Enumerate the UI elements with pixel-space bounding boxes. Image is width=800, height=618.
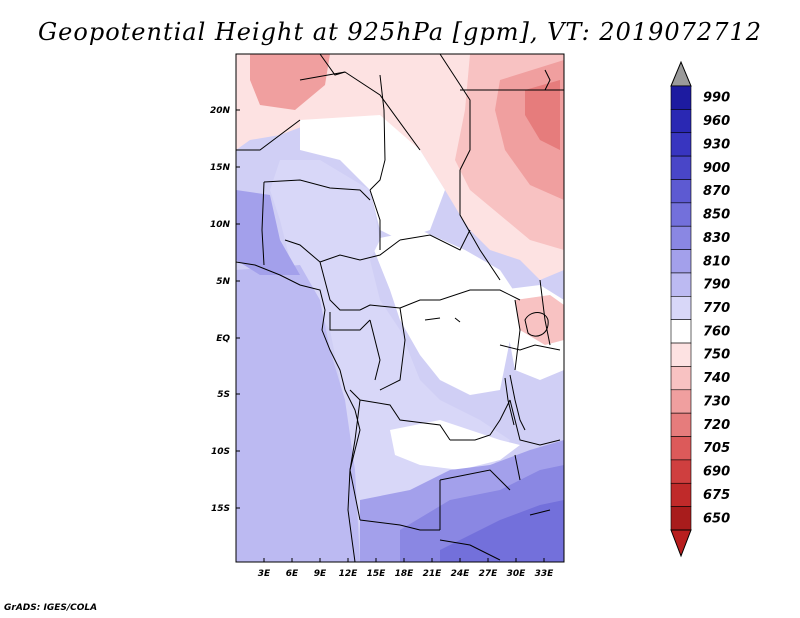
colorbar-label: 730 [703, 394, 730, 409]
lon-label: 18E [395, 569, 415, 579]
colorbar-swatch [670, 506, 692, 531]
colorbar-label: 720 [703, 418, 730, 433]
colorbar-label: 830 [703, 231, 730, 246]
field-region-southeast-870 [440, 500, 564, 562]
lat-axis: 20N 15N 10N 5N EQ 5S 10S 15S [210, 106, 231, 514]
lat-label: 15N [210, 163, 231, 173]
map-frame [235, 53, 565, 563]
lon-label: 33E [535, 569, 555, 579]
colorbar-swatch [670, 389, 692, 414]
colorbar-swatch [670, 459, 692, 484]
colorbar-swatch [670, 296, 692, 320]
colorbar-label: 750 [703, 348, 730, 363]
colorbar-swatch [670, 249, 692, 274]
coastline [235, 261, 361, 563]
map-title: Geopotential Height at 925hPa [gpm], VT:… [38, 18, 762, 46]
colorbar: 990 960 930 900 870 850 830 810 790 770 760 750 740 7… [670, 60, 730, 558]
colorbar-label: 810 [703, 254, 730, 269]
lat-label: 15S [211, 504, 230, 514]
lat-ticks [236, 109, 240, 509]
field-region-ethiopia-720 [525, 80, 560, 150]
lat-label: 5N [216, 277, 230, 287]
field-region-congo-white [370, 230, 520, 395]
colorbar-swatch [670, 155, 692, 180]
lat-label: 5S [217, 390, 230, 400]
colorbar-label: 705 [703, 441, 730, 456]
map-panel [235, 53, 565, 563]
colorbar-label: 870 [703, 184, 730, 199]
field-region-gulf-810 [236, 190, 300, 275]
field-region-south-white [390, 420, 520, 470]
colorbar-label: 990 [703, 91, 730, 106]
colorbar-label: 900 [703, 161, 730, 176]
lat-label: 10S [211, 447, 230, 457]
lon-label: 6E [286, 569, 299, 579]
colorbar-label: 850 [703, 208, 730, 223]
colorbar-swatch [670, 366, 692, 391]
lon-ticks [263, 558, 545, 562]
country-borders [236, 53, 564, 561]
colorbar-label: 690 [703, 465, 730, 480]
colorbar-swatch [670, 132, 692, 157]
lon-label: 27E [479, 569, 499, 579]
lon-label: 21E [423, 569, 443, 579]
colorbar-swatch [670, 202, 692, 227]
lat-label: 10N [210, 220, 231, 230]
colorbar-swatch [670, 179, 692, 204]
colorbar-label: 760 [703, 324, 730, 339]
lake-outlines [424, 69, 551, 481]
colorbar-label: 650 [703, 511, 730, 526]
field-region-sahara-white [300, 115, 445, 240]
colorbar-swatch [670, 225, 692, 250]
colorbar-swatch [670, 342, 692, 367]
field-region-lake-pink [515, 295, 564, 345]
colorbar-label: 675 [703, 488, 730, 503]
lat-label: 20N [210, 106, 231, 116]
colorbar-under-arrow [670, 529, 692, 558]
lon-label: 24E [451, 569, 471, 579]
colorbar-label: 790 [703, 278, 730, 293]
colorbar-label: 960 [703, 114, 730, 129]
colorbar-swatch [670, 436, 692, 461]
colorbar-label: 930 [703, 137, 730, 152]
field-region-west-810 [236, 265, 360, 562]
lon-label: 9E [314, 569, 327, 579]
lon-label: 3E [258, 569, 271, 579]
colorbar-label: 770 [703, 301, 730, 316]
lon-label: 15E [367, 569, 387, 579]
colorbar-swatch [670, 319, 692, 344]
colorbar-swatch [670, 272, 692, 297]
lon-label: 12E [339, 569, 359, 579]
lon-axis: 3E 6E 9E 12E 15E 18E 21E 24E 27E 30E 33E [258, 569, 554, 579]
colorbar-swatch [670, 109, 692, 134]
colorbar-label: 740 [703, 371, 730, 386]
field-region-northwest-740 [250, 54, 330, 110]
lon-label: 30E [507, 569, 527, 579]
colorbar-swatch [670, 412, 692, 437]
lat-label: EQ [216, 334, 230, 344]
colorbar-over-arrow [670, 60, 692, 87]
grads-credit: GrADS: IGES/COLA [4, 603, 98, 613]
colorbar-swatch [670, 482, 692, 507]
colorbar-swatch [670, 85, 692, 110]
